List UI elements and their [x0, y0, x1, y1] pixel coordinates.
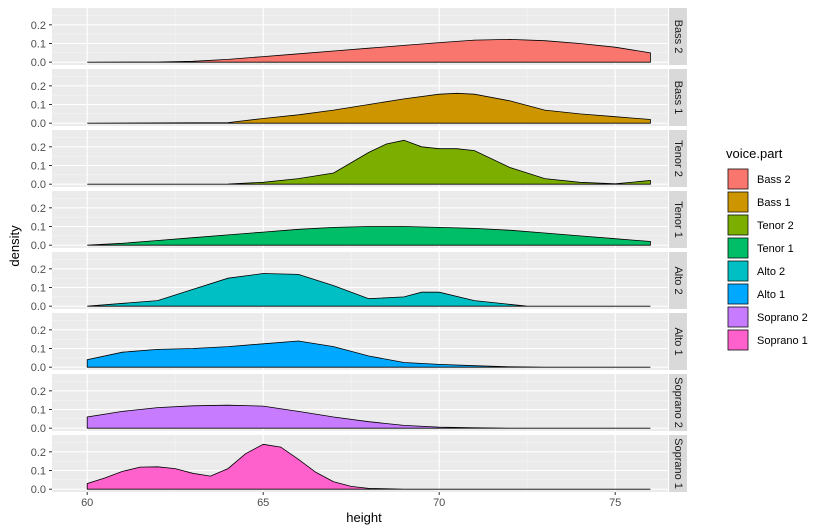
facet-panel: 0.0 0.1 0.2 Soprano 1 — [31, 435, 687, 496]
legend: voice.part Bass 2 Bass 1 Tenor 2 Tenor 1 Alt… — [726, 146, 808, 351]
legend-swatch — [727, 168, 749, 190]
facet-strip-label: Alto 1 — [672, 327, 684, 355]
y-tick-label: 0.2 — [31, 325, 46, 337]
density-area — [87, 139, 651, 185]
facet-panel: 0.0 0.1 0.2 Alto 2 — [31, 252, 687, 313]
y-tick-label: 0.1 — [31, 466, 46, 478]
facet-panel: 0.0 0.1 0.2 Soprano 2 — [31, 374, 687, 435]
facet-strip — [669, 191, 687, 248]
facet-strip-label: Soprano 1 — [672, 438, 684, 489]
y-tick-label: 0.1 — [31, 100, 46, 112]
y-tick-label: 0.0 — [31, 423, 46, 435]
facet-strip-label: Tenor 2 — [672, 140, 684, 177]
facet-panel: 0.0 0.1 0.2 Bass 1 — [31, 69, 687, 130]
facet-strip — [669, 8, 687, 65]
density-area — [87, 226, 651, 246]
legend-swatch — [727, 306, 749, 328]
density-area — [87, 273, 651, 307]
legend-swatch — [727, 329, 749, 351]
legend-label: Soprano 2 — [757, 312, 808, 324]
legend-label: Alto 1 — [757, 289, 785, 301]
facet-panels: 0.0 0.1 0.2 Bass 2 0.0 0.1 0.2 Bass 1 0.0 0.1 0.2 T… — [31, 8, 687, 496]
facet-strip — [669, 69, 687, 126]
y-tick-label: 0.0 — [31, 240, 46, 252]
x-tick-label: 70 — [433, 497, 445, 509]
y-tick-label: 0.1 — [31, 39, 46, 51]
facet-strip — [669, 435, 687, 492]
y-tick-label: 0.2 — [31, 142, 46, 154]
y-tick-label: 0.0 — [31, 118, 46, 130]
density-area — [86, 443, 651, 490]
legend-label: Soprano 1 — [757, 335, 808, 347]
facet-strip — [669, 374, 687, 431]
density-area — [87, 92, 651, 124]
y-tick-label: 0.1 — [31, 161, 46, 173]
legend-title: voice.part — [726, 146, 783, 161]
y-tick-label: 0.2 — [31, 386, 46, 398]
legend-label: Alto 2 — [757, 266, 785, 278]
legend-label: Tenor 1 — [757, 243, 794, 255]
facet-strip — [669, 130, 687, 187]
y-tick-label: 0.0 — [31, 301, 46, 313]
facet-panel: 0.0 0.1 0.2 Bass 2 — [31, 8, 687, 69]
y-tick-label: 0.0 — [31, 57, 46, 69]
facet-strip — [669, 252, 687, 309]
x-axis: 60 65 70 75 — [81, 492, 621, 509]
facet-panel: 0.0 0.1 0.2 Tenor 1 — [31, 191, 687, 252]
legend-label: Tenor 2 — [757, 220, 794, 232]
x-axis-title: height — [346, 510, 382, 525]
density-area — [86, 340, 651, 368]
facet-strip-label: Tenor 1 — [672, 201, 684, 238]
legend-swatch — [727, 191, 749, 213]
facet-strip-label: Bass 2 — [672, 20, 684, 54]
density-area — [87, 38, 651, 63]
y-tick-label: 0.0 — [31, 362, 46, 374]
legend-swatch — [727, 260, 749, 282]
legend-swatch — [727, 237, 749, 259]
facet-panel: 0.0 0.1 0.2 Tenor 2 — [31, 130, 687, 191]
legend-label: Bass 1 — [757, 197, 791, 209]
legend-label: Bass 2 — [757, 174, 791, 186]
x-tick-label: 60 — [81, 497, 93, 509]
y-tick-label: 0.2 — [31, 447, 46, 459]
y-tick-label: 0.1 — [31, 222, 46, 234]
y-tick-label: 0.1 — [31, 283, 46, 295]
y-tick-label: 0.1 — [31, 405, 46, 417]
x-tick-label: 75 — [609, 497, 621, 509]
y-tick-label: 0.1 — [31, 344, 46, 356]
y-tick-label: 0.0 — [31, 179, 46, 191]
facet-strip-label: Alto 2 — [672, 266, 684, 294]
facet-strip — [669, 313, 687, 370]
legend-swatch — [727, 214, 749, 236]
y-tick-label: 0.2 — [31, 81, 46, 93]
y-tick-label: 0.2 — [31, 203, 46, 215]
facet-strip-label: Soprano 2 — [672, 377, 684, 428]
facet-panel: 0.0 0.1 0.2 Alto 1 — [31, 313, 687, 374]
y-tick-label: 0.2 — [31, 264, 46, 276]
y-tick-label: 0.2 — [31, 20, 46, 32]
facet-strip-label: Bass 1 — [672, 81, 684, 115]
density-area — [86, 404, 651, 429]
y-axis-title: density — [7, 225, 22, 267]
x-tick-label: 65 — [257, 497, 269, 509]
legend-swatch — [727, 283, 749, 305]
y-tick-label: 0.0 — [31, 484, 46, 496]
